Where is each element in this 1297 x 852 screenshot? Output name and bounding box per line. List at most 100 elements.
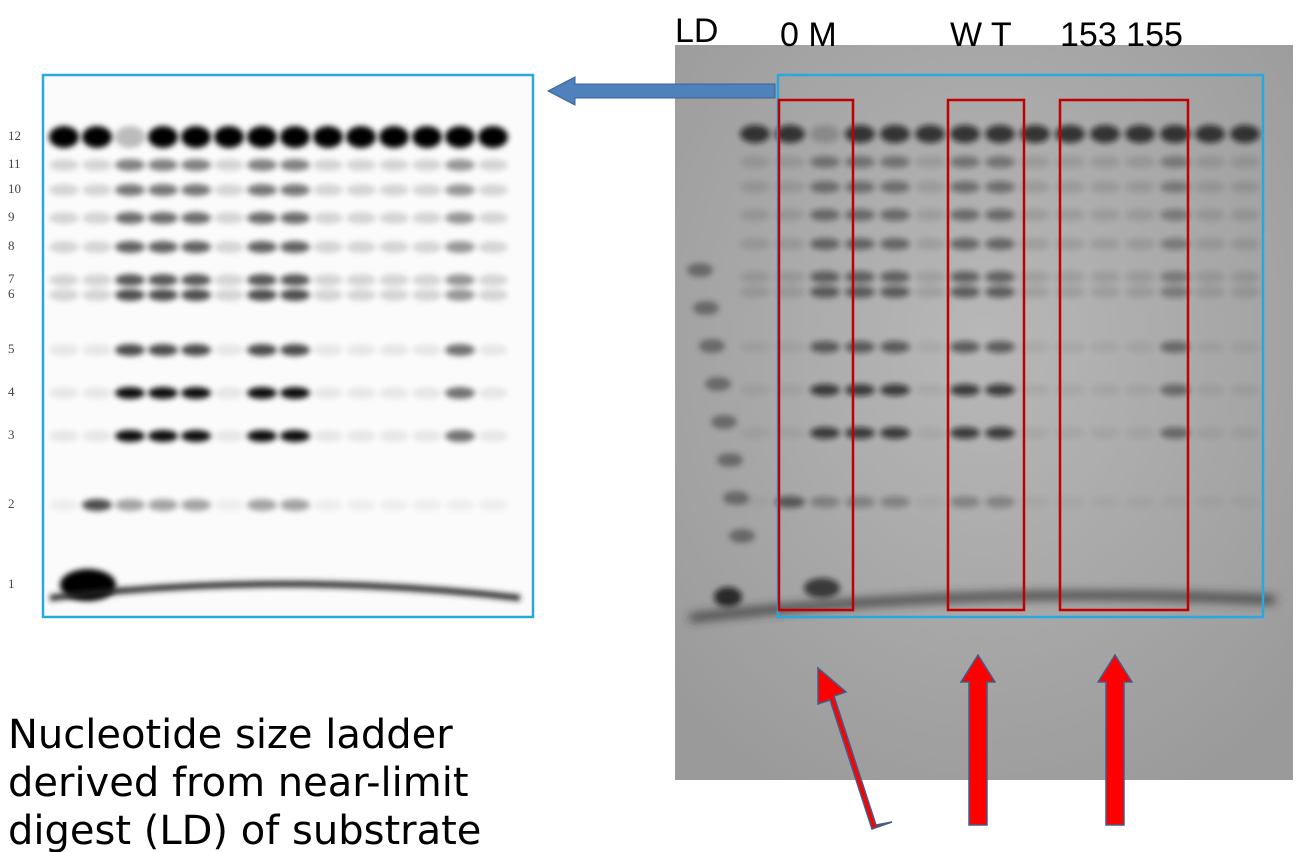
lane-label: W T	[950, 16, 1012, 54]
ladder-labels: 12 11 10 9 8 76 5 4 3 2 1	[8, 128, 21, 591]
band	[1230, 209, 1260, 221]
band	[346, 274, 376, 286]
band	[280, 344, 310, 356]
band	[1090, 209, 1120, 221]
band	[1160, 384, 1190, 396]
band	[810, 496, 840, 508]
band	[280, 274, 310, 286]
band	[346, 126, 376, 148]
band	[950, 125, 980, 143]
band	[1160, 271, 1190, 283]
band	[1125, 181, 1155, 193]
band	[214, 241, 244, 253]
band	[1230, 238, 1260, 250]
band	[717, 453, 743, 467]
band	[845, 427, 875, 439]
ladder-label: 3	[8, 427, 15, 442]
band	[950, 156, 980, 168]
band	[214, 212, 244, 224]
band	[985, 156, 1015, 168]
ladder-label: 7	[8, 271, 15, 286]
ladder-label: 9	[8, 209, 15, 224]
band	[313, 289, 343, 301]
band	[148, 387, 178, 399]
band	[181, 499, 211, 511]
band	[1055, 384, 1085, 396]
band	[445, 241, 475, 253]
band	[775, 209, 805, 221]
band	[1055, 427, 1085, 439]
band	[1160, 427, 1190, 439]
lane-label: 0 M	[780, 16, 837, 54]
band	[412, 499, 442, 511]
band	[49, 212, 79, 224]
band	[1195, 496, 1225, 508]
band	[445, 289, 475, 301]
band	[148, 126, 178, 148]
band	[775, 286, 805, 298]
band	[148, 499, 178, 511]
band	[181, 212, 211, 224]
lane-label: LD	[675, 12, 718, 50]
band	[810, 156, 840, 168]
red-arrow	[959, 653, 997, 826]
band	[915, 156, 945, 168]
band	[1020, 384, 1050, 396]
band	[247, 274, 277, 286]
band	[346, 289, 376, 301]
band	[1230, 286, 1260, 298]
band	[711, 415, 737, 429]
band	[915, 384, 945, 396]
band	[880, 181, 910, 193]
red-arrow	[1096, 653, 1134, 826]
band	[82, 430, 112, 442]
band	[115, 499, 145, 511]
band	[379, 212, 409, 224]
band	[915, 238, 945, 250]
band	[810, 238, 840, 250]
band	[950, 286, 980, 298]
band	[740, 496, 770, 508]
band	[1230, 384, 1260, 396]
band	[82, 289, 112, 301]
band	[950, 341, 980, 353]
band	[412, 289, 442, 301]
highlight-box	[777, 98, 855, 612]
band	[1090, 384, 1120, 396]
band	[478, 289, 508, 301]
left-gel-bands	[49, 126, 521, 601]
band	[49, 159, 79, 171]
caption-line: Nucleotide size ladder	[8, 712, 453, 758]
band	[1090, 341, 1120, 353]
band	[1090, 156, 1120, 168]
band	[1020, 181, 1050, 193]
band	[1125, 496, 1155, 508]
band	[478, 430, 508, 442]
band	[1020, 271, 1050, 283]
band	[49, 126, 79, 148]
band	[247, 159, 277, 171]
band	[845, 125, 875, 143]
band	[1160, 496, 1190, 508]
band	[214, 499, 244, 511]
band	[280, 184, 310, 196]
band	[346, 241, 376, 253]
ladder-label: 5	[8, 341, 15, 356]
band	[915, 209, 945, 221]
band	[379, 289, 409, 301]
band	[379, 387, 409, 399]
band	[181, 241, 211, 253]
band	[950, 181, 980, 193]
band	[379, 241, 409, 253]
band	[478, 387, 508, 399]
band	[740, 125, 770, 143]
band	[247, 289, 277, 301]
ladder-label: 2	[8, 496, 15, 511]
band	[247, 212, 277, 224]
band	[880, 427, 910, 439]
band	[915, 125, 945, 143]
band	[1055, 341, 1085, 353]
band	[775, 156, 805, 168]
